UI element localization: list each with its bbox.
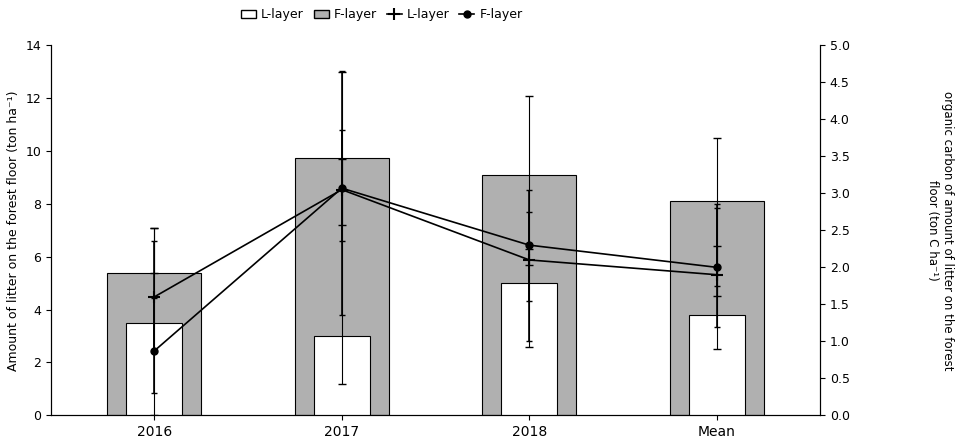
Bar: [313, 336, 370, 415]
Bar: [108, 273, 201, 415]
Legend: L-layer, F-layer, L-layer, F-layer: L-layer, F-layer, L-layer, F-layer: [235, 4, 528, 26]
Bar: [295, 157, 388, 415]
Y-axis label: Amount of litter on the forest floor (ton ha⁻¹): Amount of litter on the forest floor (to…: [7, 90, 20, 371]
Bar: [670, 201, 764, 415]
Bar: [482, 175, 577, 415]
Bar: [126, 323, 183, 415]
Bar: [501, 283, 557, 415]
Y-axis label: organic carbon of amount of litter on the forest
floor (ton C ha⁻¹): organic carbon of amount of litter on th…: [926, 91, 954, 370]
Bar: [689, 315, 745, 415]
